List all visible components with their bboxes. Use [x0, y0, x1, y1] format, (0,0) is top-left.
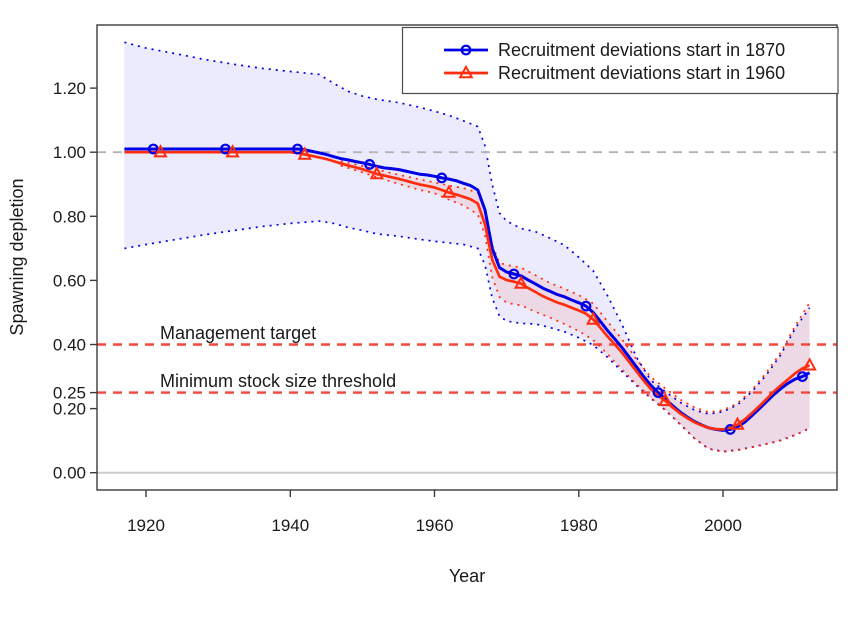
y-tick-label: 1.00: [53, 143, 86, 162]
triangle-marker: [369, 165, 384, 180]
x-tick-label: 2000: [704, 516, 742, 535]
triangle-marker: [586, 311, 601, 325]
y-tick-label: 0.25: [53, 384, 86, 403]
recdevs-1870-band-lower-edge: [124, 220, 810, 453]
x-tick-label: 1920: [127, 516, 165, 535]
legend-circle-marker-icon: [460, 44, 472, 56]
recdevs-1960-line: [124, 150, 811, 431]
circle-marker: [292, 143, 303, 155]
y-tick-label: 1.20: [53, 79, 86, 98]
triangle-marker: [730, 416, 745, 430]
x-tick-label: 1960: [416, 516, 454, 535]
y-tick-label: 0.00: [53, 464, 86, 483]
legend-entry-1960: Recruitment deviations start in 1960: [444, 63, 785, 83]
plot-box: [96, 24, 838, 491]
x-tick-label: 1940: [271, 516, 309, 535]
triangle-marker: [225, 144, 240, 158]
triangle-marker: [441, 184, 457, 198]
legend-entry-1870: Recruitment deviations start in 1870: [444, 40, 785, 60]
management-target-label: Management target: [160, 323, 316, 343]
circle-marker: [652, 387, 664, 399]
x-tick-label: 1980: [560, 516, 598, 535]
y-tick-label: 0.20: [53, 400, 86, 419]
triangle-marker: [658, 392, 673, 407]
circle-marker: [364, 158, 376, 170]
legend-label-1870: Recruitment deviations start in 1870: [498, 40, 785, 60]
triangle-marker: [513, 275, 529, 289]
reference-lines: [97, 151, 837, 474]
circle-marker: [797, 371, 808, 383]
legend: Recruitment deviations start in 1870 Rec…: [401, 26, 839, 95]
legend-label-1960: Recruitment deviations start in 1960: [498, 63, 785, 83]
triangle-marker: [297, 146, 312, 160]
legend-triangle-marker-icon: [458, 64, 474, 79]
recdevs-1960-band-lower-edge: [340, 164, 810, 453]
triangle-marker: [153, 144, 168, 158]
circle-marker: [147, 143, 159, 155]
axes: 1920 1940 1960 1980 2000 0.00 0.200.25 0.40 0.60…: [53, 24, 838, 535]
band-dotted-edges: [124, 41, 811, 453]
series-lines: [124, 147, 811, 432]
msst-label: Minimum stock size threshold: [160, 371, 396, 391]
recdevs-1960-band-upper-edge: [340, 160, 811, 413]
y-tick-label: 0.40: [53, 335, 86, 354]
legend-box: [401, 26, 839, 95]
recdevs-1870-band-upper-edge: [124, 41, 811, 415]
y-tick-label: 0.80: [53, 207, 86, 226]
x-axis-title: Year: [449, 566, 485, 586]
recdevs-1960-confidence-band: [340, 161, 810, 452]
y-axis-title: Spawning depletion: [7, 178, 27, 335]
series-markers: [147, 143, 817, 435]
y-tick-label: 0.60: [53, 271, 86, 290]
circle-marker: [436, 172, 448, 184]
triangle-marker: [802, 357, 817, 371]
circle-marker: [580, 300, 592, 312]
circle-marker: [508, 268, 520, 280]
circle-marker: [219, 143, 231, 155]
